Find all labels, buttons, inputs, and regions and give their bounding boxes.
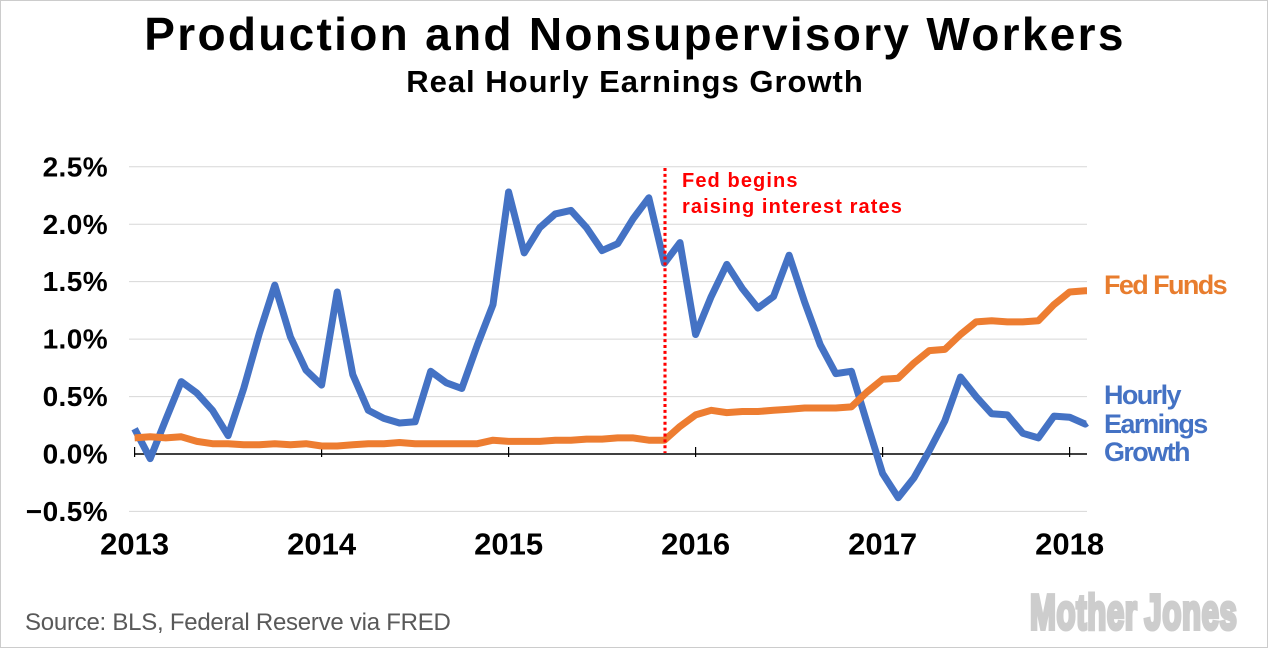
svg-text:0.0%: 0.0% — [43, 439, 108, 470]
svg-text:2.5%: 2.5% — [43, 151, 108, 182]
svg-text:2014: 2014 — [287, 527, 357, 562]
svg-text:0.5%: 0.5% — [43, 381, 108, 412]
svg-text:2.0%: 2.0% — [43, 209, 108, 240]
svg-text:−0.5%: −0.5% — [26, 496, 108, 527]
svg-text:2017: 2017 — [848, 527, 917, 562]
svg-text:2016: 2016 — [661, 527, 730, 562]
svg-text:1.0%: 1.0% — [43, 324, 108, 355]
svg-text:1.5%: 1.5% — [43, 266, 108, 297]
svg-text:2018: 2018 — [1035, 527, 1104, 562]
svg-text:2013: 2013 — [100, 527, 169, 562]
svg-text:2015: 2015 — [474, 527, 543, 562]
